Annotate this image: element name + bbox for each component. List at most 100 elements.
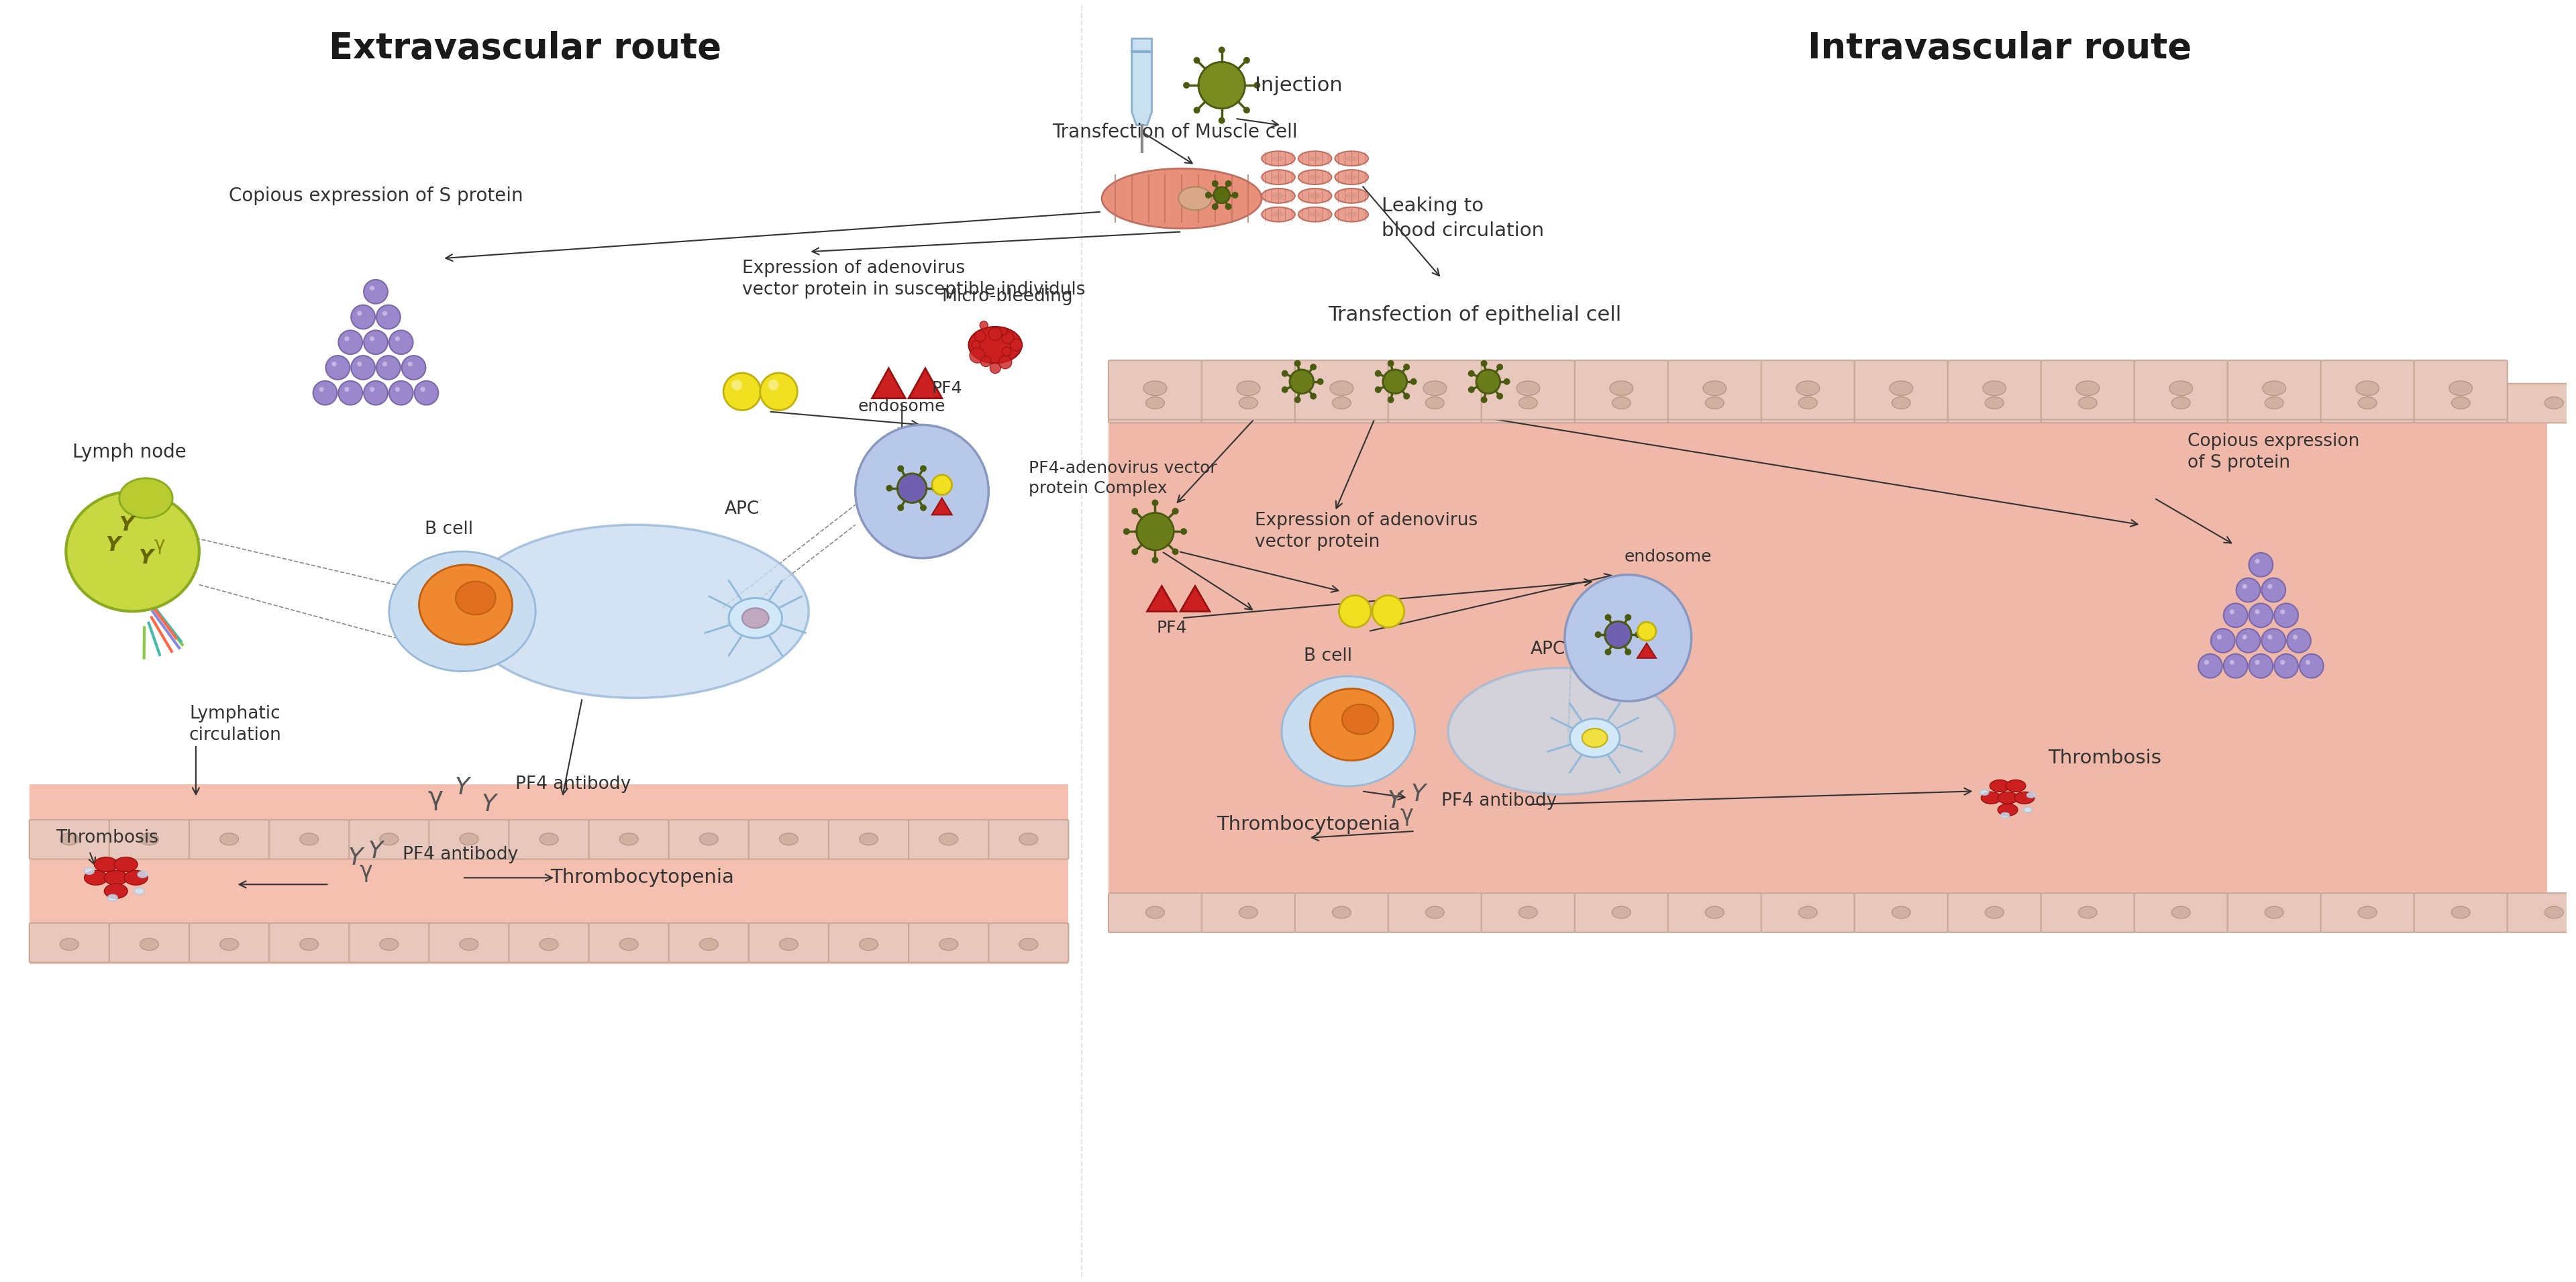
Ellipse shape [1610, 381, 1633, 396]
Circle shape [979, 345, 992, 358]
Ellipse shape [1020, 833, 1038, 845]
Circle shape [376, 305, 399, 329]
Ellipse shape [621, 938, 639, 950]
FancyBboxPatch shape [1762, 360, 1855, 419]
Ellipse shape [1422, 381, 1448, 396]
Ellipse shape [2172, 397, 2190, 409]
FancyBboxPatch shape [108, 923, 188, 963]
Circle shape [1316, 378, 1324, 385]
Circle shape [1172, 549, 1180, 555]
Ellipse shape [2079, 906, 2097, 918]
Circle shape [1213, 187, 1229, 203]
Ellipse shape [781, 833, 799, 845]
Ellipse shape [1298, 188, 1332, 203]
Circle shape [1226, 181, 1231, 187]
Circle shape [2267, 585, 2272, 588]
Text: PF4 antibody: PF4 antibody [515, 776, 631, 794]
Circle shape [2236, 628, 2259, 653]
Ellipse shape [456, 582, 495, 614]
Polygon shape [1180, 586, 1211, 612]
Ellipse shape [1329, 381, 1352, 396]
FancyBboxPatch shape [2321, 360, 2414, 419]
Ellipse shape [134, 887, 144, 895]
FancyBboxPatch shape [268, 819, 350, 859]
Circle shape [1136, 513, 1175, 550]
Circle shape [394, 336, 399, 341]
Circle shape [2218, 635, 2221, 640]
Ellipse shape [2264, 397, 2282, 409]
Ellipse shape [1298, 169, 1332, 185]
Circle shape [415, 381, 438, 405]
FancyBboxPatch shape [268, 923, 350, 963]
Ellipse shape [1309, 156, 1321, 162]
Ellipse shape [59, 833, 80, 845]
Text: APC: APC [724, 501, 760, 518]
Ellipse shape [1345, 212, 1358, 217]
FancyBboxPatch shape [2136, 894, 2228, 932]
Circle shape [987, 315, 1002, 331]
Circle shape [2241, 635, 2246, 640]
Ellipse shape [1334, 188, 1368, 203]
Circle shape [1605, 649, 1613, 655]
Circle shape [1504, 378, 1510, 385]
Ellipse shape [1613, 906, 1631, 918]
Ellipse shape [1262, 188, 1296, 203]
Circle shape [1497, 364, 1504, 370]
FancyBboxPatch shape [188, 923, 268, 963]
Ellipse shape [1705, 906, 1723, 918]
Circle shape [2254, 660, 2259, 665]
Text: γ: γ [1401, 804, 1414, 826]
Circle shape [1231, 192, 1239, 199]
Circle shape [2287, 628, 2311, 653]
Ellipse shape [1984, 381, 2007, 396]
Text: Thrombosis: Thrombosis [57, 829, 160, 846]
Circle shape [345, 336, 350, 341]
Text: Injection: Injection [1255, 76, 1342, 95]
Circle shape [319, 387, 325, 392]
Circle shape [1468, 386, 1473, 394]
Circle shape [1211, 204, 1218, 210]
Ellipse shape [2264, 906, 2282, 918]
Text: Micro-bleeding: Micro-bleeding [943, 287, 1074, 305]
Ellipse shape [2262, 381, 2285, 396]
Ellipse shape [1239, 906, 1257, 918]
FancyBboxPatch shape [909, 819, 989, 859]
Ellipse shape [379, 938, 399, 950]
Ellipse shape [860, 938, 878, 950]
Circle shape [2210, 628, 2236, 653]
FancyBboxPatch shape [1669, 360, 1762, 419]
Circle shape [971, 328, 981, 338]
Ellipse shape [219, 938, 240, 950]
FancyBboxPatch shape [1388, 360, 1481, 419]
Circle shape [350, 355, 376, 379]
Polygon shape [1131, 38, 1151, 126]
FancyBboxPatch shape [2414, 894, 2506, 932]
Circle shape [2280, 609, 2285, 614]
Ellipse shape [1981, 790, 1989, 795]
Circle shape [2306, 660, 2311, 665]
Circle shape [933, 474, 953, 495]
Circle shape [920, 504, 927, 512]
Ellipse shape [2007, 779, 2025, 792]
Ellipse shape [1891, 381, 1914, 396]
Ellipse shape [124, 870, 147, 885]
Ellipse shape [1705, 397, 1723, 409]
FancyBboxPatch shape [590, 819, 670, 859]
Ellipse shape [1448, 668, 1674, 795]
Ellipse shape [2545, 906, 2563, 918]
Circle shape [1340, 595, 1370, 627]
Text: Copious expression of S protein: Copious expression of S protein [229, 186, 523, 205]
Text: Thrombosis: Thrombosis [2048, 749, 2161, 767]
Ellipse shape [1999, 804, 2017, 815]
Text: PF4: PF4 [1157, 620, 1188, 636]
Circle shape [1388, 396, 1394, 403]
Bar [28, 785, 1069, 964]
FancyBboxPatch shape [1947, 894, 2040, 932]
Text: Extravascular route: Extravascular route [330, 31, 721, 67]
Ellipse shape [1273, 156, 1285, 162]
Ellipse shape [103, 883, 129, 899]
Circle shape [2262, 628, 2285, 653]
Ellipse shape [1981, 792, 2002, 804]
Circle shape [2231, 609, 2233, 614]
FancyBboxPatch shape [750, 923, 829, 963]
